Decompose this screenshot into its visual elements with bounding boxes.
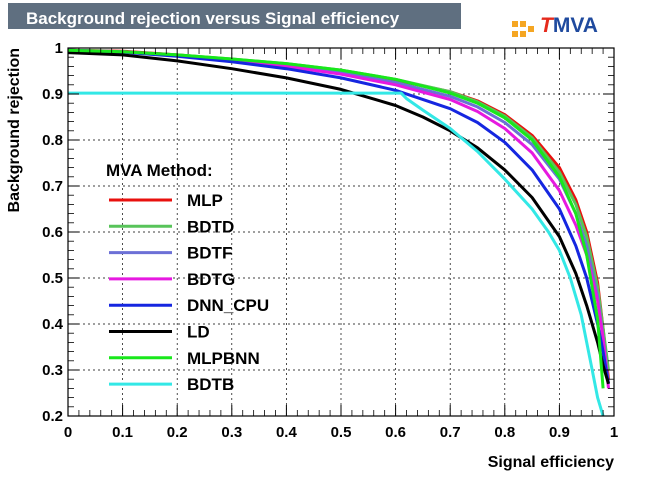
- chart-title: Background rejection versus Signal effic…: [26, 9, 400, 28]
- x-tick-label: 0.2: [167, 424, 188, 441]
- x-tick-label: 0.3: [221, 424, 242, 441]
- legend-label: MLPBNN: [187, 349, 260, 368]
- x-tick-label: 1: [610, 424, 618, 441]
- y-tick-label: 0.5: [42, 270, 63, 287]
- curve-bdtb: [68, 91, 605, 417]
- y-tick-label: 0.9: [42, 86, 63, 103]
- tmva-logo-dots-icon: [512, 21, 534, 37]
- legend-title: MVA Method:: [106, 161, 213, 180]
- tmva-logo: TMVA: [510, 12, 616, 42]
- y-tick-label: 0.4: [42, 316, 64, 333]
- y-tick-label: 0.3: [42, 362, 63, 379]
- legend-label: DNN_CPU: [187, 296, 269, 315]
- legend-label: BDTD: [187, 217, 234, 236]
- x-tick-label: 0.8: [494, 424, 515, 441]
- legend-label: BDTB: [187, 375, 234, 394]
- chart-title-box: Background rejection versus Signal effic…: [8, 3, 461, 29]
- x-tick-label: 0.1: [112, 424, 133, 441]
- x-axis-label: Signal efficiency: [488, 454, 614, 471]
- legend-label: MLP: [187, 191, 223, 210]
- x-tick-label: 0: [64, 424, 72, 441]
- x-tick-label: 0.9: [549, 424, 570, 441]
- y-tick-label: 0.2: [42, 408, 63, 425]
- y-tick-label: 0.8: [42, 132, 63, 149]
- y-tick-label: 1: [55, 40, 63, 57]
- legend-label: LD: [187, 323, 210, 342]
- x-tick-label: 0.7: [440, 424, 461, 441]
- y-tick-label: 0.6: [42, 224, 63, 241]
- legend-label: BDTF: [187, 244, 232, 263]
- curve-dnn-cpu: [67, 48, 610, 385]
- y-axis-label: Background rejection: [6, 48, 23, 212]
- y-tick-label: 0.7: [42, 178, 63, 195]
- x-tick-label: 0.4: [276, 424, 298, 441]
- curve-mlpbnn: [67, 48, 605, 389]
- x-tick-label: 0.5: [331, 424, 352, 441]
- tmva-logo-bar: [510, 18, 616, 42]
- legend-label: BDTG: [187, 270, 235, 289]
- x-tick-label: 0.6: [385, 424, 406, 441]
- tmva-logo-text: TMVA: [540, 14, 598, 37]
